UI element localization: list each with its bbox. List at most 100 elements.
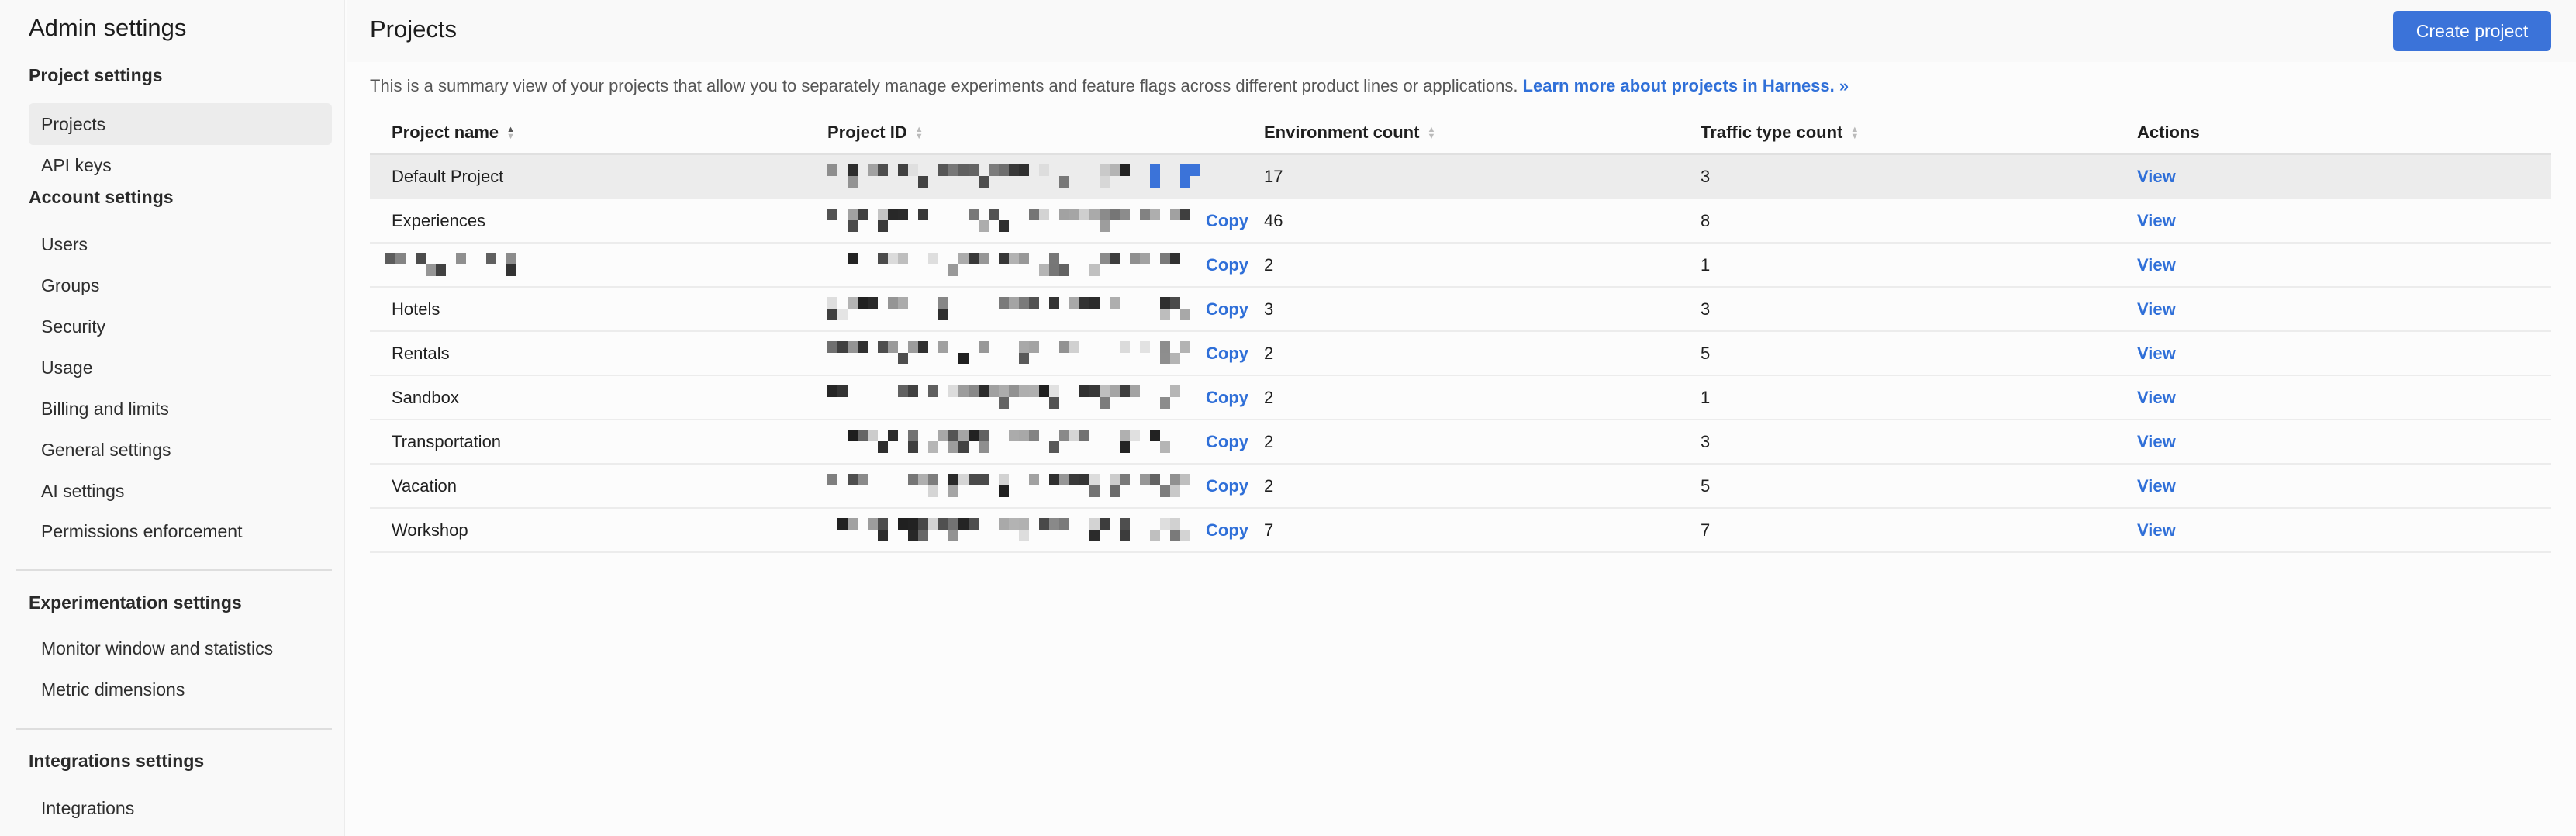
sidebar-divider	[16, 569, 332, 571]
page-title: Projects	[370, 16, 457, 43]
copy-id-button[interactable]: Copy	[1206, 388, 1248, 407]
project-id: Copy	[827, 509, 1262, 551]
sort-icon[interactable]: ▲ ▼	[914, 125, 924, 142]
table-header-row: Project name ▲ ▼ Project ID ▲ ▼ Environment co…	[370, 111, 2551, 155]
project-name: Transportation	[392, 432, 502, 451]
table-row[interactable]: Sandbox Copy 2 1 View	[370, 376, 2551, 420]
environment-count: 2	[1264, 255, 1274, 275]
redacted-value	[827, 385, 1184, 409]
view-project-link[interactable]: View	[2137, 255, 2176, 275]
description-text: This is a summary view of your projects …	[370, 76, 1523, 95]
environment-count: 2	[1264, 388, 1274, 407]
view-project-link[interactable]: View	[2137, 476, 2176, 496]
sidebar-divider	[16, 728, 332, 730]
traffic-type-count: 1	[1701, 388, 1711, 407]
view-project-link[interactable]: View	[2137, 344, 2176, 363]
sidebar-item-security[interactable]: Security	[41, 316, 106, 337]
environment-count: 2	[1264, 476, 1274, 496]
copy-id-button[interactable]: Copy	[1206, 432, 1248, 451]
sidebar-item-integrations[interactable]: Integrations	[41, 798, 135, 818]
sidebar-item-groups[interactable]: Groups	[41, 275, 100, 295]
sidebar: Admin settings Project settings Projects A…	[0, 0, 345, 836]
column-header-label: Project name	[392, 123, 499, 142]
copy-id-button[interactable]: Copy	[1206, 299, 1248, 319]
column-header-label: Traffic type count	[1701, 123, 1843, 142]
sidebar-item-general-settings[interactable]: General settings	[41, 440, 171, 460]
traffic-type-count: 7	[1701, 520, 1711, 540]
view-project-link[interactable]: View	[2137, 211, 2176, 230]
sidebar-item-projects[interactable]: Projects	[29, 103, 332, 145]
project-id: Copy	[827, 465, 1262, 507]
table-row[interactable]: Vacation Copy 2 5 View	[370, 465, 2551, 509]
redacted-value	[827, 430, 1184, 453]
copy-id-button[interactable]: Copy	[1206, 255, 1248, 275]
create-project-button[interactable]: Create project	[2393, 11, 2551, 51]
redacted-value	[827, 164, 1200, 188]
redacted-value	[827, 253, 1184, 276]
column-header[interactable]: Project ID ▲ ▼	[827, 111, 1262, 154]
project-name: Hotels	[392, 299, 440, 319]
view-project-link[interactable]: View	[2137, 520, 2176, 540]
project-id: Copy	[827, 376, 1262, 419]
environment-count: 7	[1264, 520, 1274, 540]
project-name: Rentals	[392, 344, 450, 363]
redacted-value	[827, 209, 1190, 232]
view-project-link[interactable]: View	[2137, 167, 2176, 186]
copy-id-button[interactable]: Copy	[1206, 211, 1248, 230]
column-header[interactable]: Environment count ▲ ▼	[1264, 111, 1435, 154]
project-id: Copy	[827, 332, 1262, 375]
sidebar-section-heading: Experimentation settings	[29, 592, 242, 613]
sidebar-item-metric-dimensions[interactable]: Metric dimensions	[41, 679, 185, 700]
sort-icon[interactable]: ▲ ▼	[1427, 125, 1436, 142]
project-name: Default Project	[392, 167, 504, 186]
environment-count: 17	[1264, 167, 1283, 186]
table-row[interactable]: Copy 2 1 View	[370, 244, 2551, 288]
environment-count: 2	[1264, 344, 1274, 363]
sidebar-item-monitor-window-and-statistics[interactable]: Monitor window and statistics	[41, 638, 274, 658]
sort-icon[interactable]: ▲ ▼	[1850, 125, 1859, 142]
environment-count: 2	[1264, 432, 1274, 451]
project-id: Copy	[827, 244, 1262, 286]
copy-id-button[interactable]: Copy	[1206, 476, 1248, 496]
view-project-link[interactable]: View	[2137, 388, 2176, 407]
table-row[interactable]: Hotels Copy 3 3 View	[370, 288, 2551, 332]
sidebar-section-heading: Project settings	[29, 65, 163, 85]
copy-id-button[interactable]: Copy	[1206, 520, 1248, 540]
sidebar-title: Admin settings	[29, 14, 187, 41]
project-id: Copy	[827, 288, 1262, 330]
table-row[interactable]: Workshop Copy 7 7 View	[370, 509, 2551, 553]
table-row[interactable]: Default Project 17 3 View	[370, 155, 2551, 199]
redacted-value	[827, 518, 1190, 541]
sidebar-item-billing-and-limits[interactable]: Billing and limits	[41, 399, 169, 419]
sidebar-item-ai-settings[interactable]: AI settings	[41, 481, 125, 501]
traffic-type-count: 8	[1701, 211, 1711, 230]
project-name: Workshop	[392, 520, 468, 540]
traffic-type-count: 3	[1701, 432, 1711, 451]
redacted-value	[827, 474, 1190, 497]
environment-count: 3	[1264, 299, 1274, 319]
table-row[interactable]: Rentals Copy 2 5 View	[370, 332, 2551, 376]
page-description: This is a summary view of your projects …	[370, 76, 1849, 96]
redacted-value	[827, 297, 1190, 320]
project-id: Copy	[827, 199, 1262, 242]
traffic-type-count: 5	[1701, 476, 1711, 496]
copy-id-button[interactable]: Copy	[1206, 344, 1248, 363]
project-name: Vacation	[392, 476, 457, 496]
view-project-link[interactable]: View	[2137, 432, 2176, 451]
column-header-label: Environment count	[1264, 123, 1420, 142]
column-header[interactable]: Project name ▲ ▼	[392, 111, 515, 154]
view-project-link[interactable]: View	[2137, 299, 2176, 319]
learn-more-link[interactable]: Learn more about projects in Harness. »	[1522, 76, 1849, 95]
project-name: Experiences	[392, 211, 486, 230]
sidebar-item-usage[interactable]: Usage	[41, 358, 93, 378]
traffic-type-count: 5	[1701, 344, 1711, 363]
sort-icon[interactable]: ▲ ▼	[506, 125, 516, 142]
sidebar-item-permissions-enforcement[interactable]: Permissions enforcement	[41, 521, 243, 541]
table-row[interactable]: Experiences Copy 46 8 View	[370, 199, 2551, 244]
project-id	[827, 155, 1262, 198]
project-id: Copy	[827, 420, 1262, 463]
sidebar-item-api-keys[interactable]: API keys	[41, 155, 112, 175]
column-header[interactable]: Traffic type count ▲ ▼	[1701, 111, 1859, 154]
sidebar-item-users[interactable]: Users	[41, 234, 88, 254]
table-row[interactable]: Transportation Copy 2 3 View	[370, 420, 2551, 465]
